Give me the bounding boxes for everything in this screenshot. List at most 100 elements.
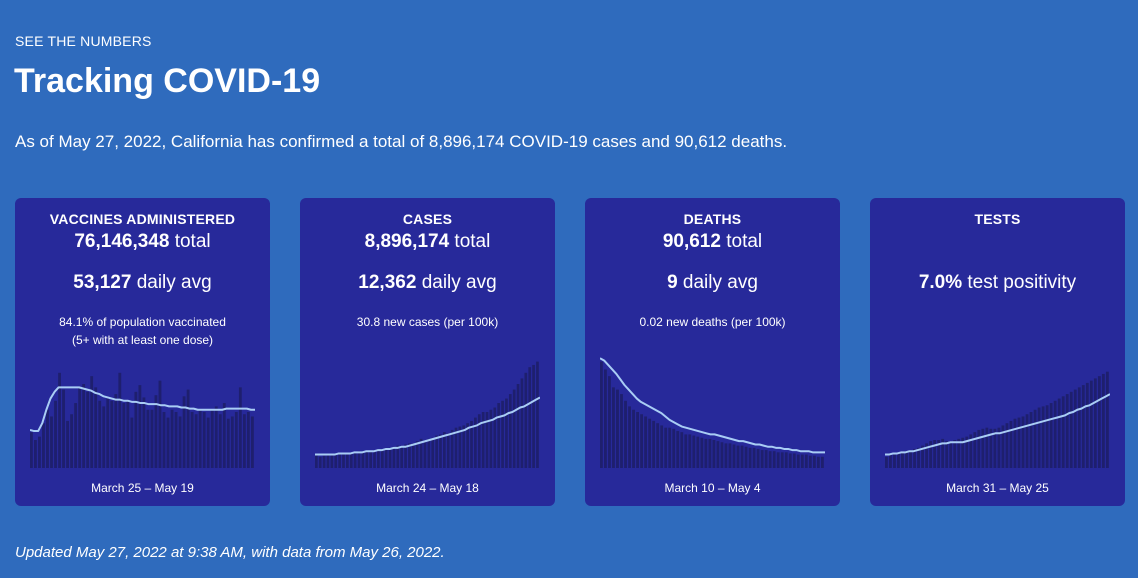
chart-bar [676,431,680,468]
chart-bar [38,436,41,468]
chart-bar [315,454,318,468]
chart-bar [993,428,997,468]
chart-bar [392,446,396,468]
card-tests: TESTS 7.0% test positivity March 31 – Ma… [870,198,1125,506]
chart-bar [118,372,122,468]
chart-bar [1045,405,1049,468]
chart-bar [70,414,73,468]
chart-bar [493,407,497,468]
chart-bar [812,455,816,468]
chart-bar [788,453,792,468]
card-title: VACCINES ADMINISTERED [49,211,236,227]
chart-bar [142,397,146,468]
chart-bar [720,442,724,468]
chart-bar [489,409,493,468]
chart-bar [346,454,349,468]
chart-bar [126,400,130,468]
chart-bar [672,428,676,468]
chart-bar [50,416,53,468]
chart-bar [668,427,672,468]
summary-text: As of May 27, 2022, California has confi… [15,132,788,151]
note: 0.02 new deaths (per 100k) [585,313,840,331]
note-line-2: (5+ with at least one dose) [71,333,214,347]
chart-bar [318,456,322,468]
chart-bar [712,440,716,468]
chart-bar [768,451,772,468]
date-range: March 10 – May 4 [664,481,761,495]
chart-bar [334,454,338,468]
chart-bar [158,380,162,468]
chart-bar [820,456,824,468]
chart-bar [98,400,102,468]
chart-bar [772,451,776,468]
chart-bar [1065,394,1069,468]
chart-bar [246,412,250,468]
chart-bar [242,414,246,468]
card-title: DEATHS [683,211,742,227]
chart-bar [349,452,353,468]
chart-bar [981,428,985,468]
chart-bar [512,389,516,468]
chart-bar [162,412,166,468]
chart-bar [322,455,326,468]
chart-bar [680,432,684,468]
total-suffix: total [449,231,491,252]
total-line: 8,896,174 total [300,231,555,253]
note-line-1: 84.1% of population vaccinated [59,315,226,329]
chart-bar [326,454,330,468]
chart-bar [1021,416,1025,468]
chart-bar [1105,371,1109,468]
note-line-1: 30.8 new cases (per 100k) [356,315,499,329]
chart-bar [604,369,607,468]
chart-bar [423,440,427,468]
chart-bar [474,417,477,468]
chart-bar [477,414,481,468]
chart-bar [965,436,969,468]
chart-bar [404,444,407,468]
chart-bar [664,427,668,468]
chart-bar [656,423,660,468]
chart-bar [342,453,345,468]
chart-bar [1053,400,1057,468]
chart-bar [66,420,69,468]
chart-bar [969,434,973,468]
chart-bar [1069,391,1073,468]
note: 30.8 new cases (per 100k) [300,313,555,331]
chart-bar [1041,406,1045,468]
chart-bar [1093,378,1097,468]
chart-bar [696,436,700,468]
chart-bar [917,447,920,468]
chart-bar [30,432,33,468]
chart-bar [977,429,981,468]
page-title: Tracking COVID-19 [14,62,321,100]
chart-bar [1033,409,1037,468]
chart-bar [648,418,652,468]
date-range: March 25 – May 19 [91,481,194,495]
chart-bar [1005,423,1009,468]
note-line-1: 0.02 new deaths (per 100k) [639,315,786,329]
chart-bar [377,450,380,468]
chart-bar [740,445,744,468]
chart-bar [985,427,989,468]
chart-bar [134,391,138,468]
chart-bar [776,452,780,468]
chart-bar [616,389,619,468]
chart-bar [692,435,696,468]
chart-bar [82,384,86,468]
chart-bar [419,438,423,468]
chart-bar [1013,418,1017,468]
chart-bar [961,437,965,468]
daily-suffix: daily avg [131,272,212,293]
chart-bar [636,412,639,468]
chart-bar [684,434,688,468]
chart-bar [1025,414,1029,468]
chart-bar [1097,376,1101,468]
chart-bar [497,403,501,468]
chart-bar [62,389,65,468]
chart-bar [704,438,708,468]
chart-bar [728,443,732,468]
chart-bar [1001,425,1005,468]
chart-bar [388,447,392,468]
daily-line: 12,362 daily avg [300,272,555,294]
chart-bar [357,451,361,468]
